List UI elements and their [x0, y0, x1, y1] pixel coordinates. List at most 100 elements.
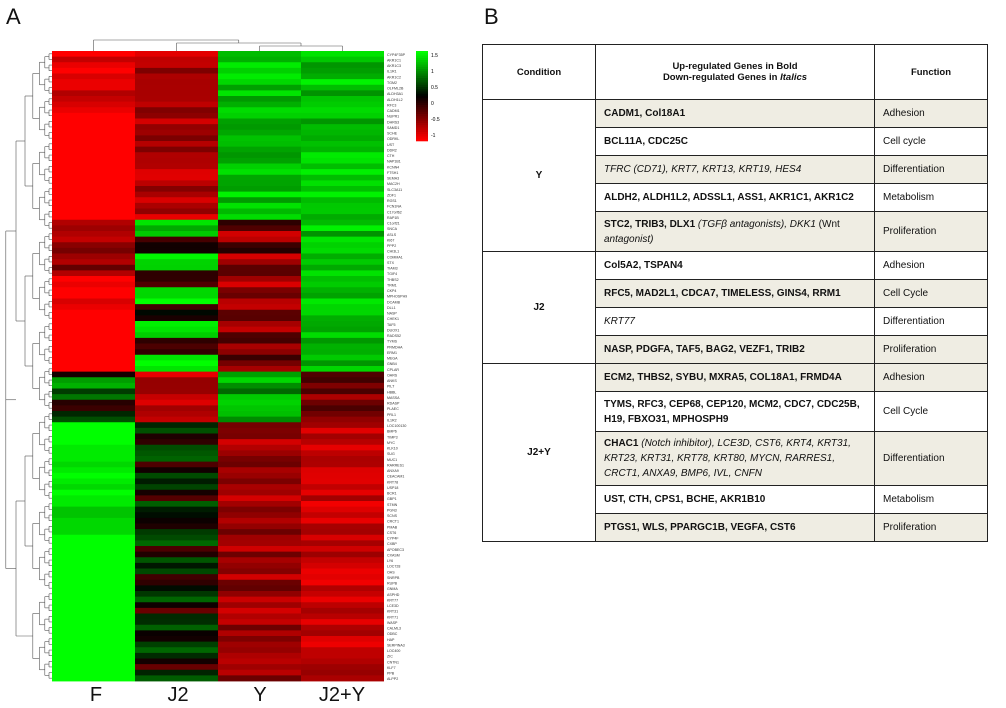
- heatmap-cell: [135, 169, 218, 176]
- row-label: STX: [387, 261, 395, 265]
- heatmap-cell: [135, 197, 218, 204]
- heatmap-cell: [52, 444, 135, 451]
- genes-cell: BCL11A, CDC25C: [595, 127, 875, 156]
- row-label: LY6: [387, 559, 393, 563]
- row-label: OARS: [387, 373, 398, 377]
- heatmap-cell: [135, 337, 218, 344]
- heatmap-cell: [301, 197, 384, 204]
- heatmap-cell: [52, 607, 135, 614]
- heatmap-cell: [218, 596, 301, 603]
- heatmap-cell: [301, 157, 384, 164]
- row-label: KLF7: [387, 666, 396, 670]
- heatmap-cell: [218, 51, 301, 58]
- row-label: OAS: [387, 570, 395, 574]
- table-row: CHAC1 (Notch inhibitor), LCE3D, CST6, KR…: [483, 431, 988, 486]
- heatmap-cell: [218, 607, 301, 614]
- heatmap-cell: [218, 180, 301, 187]
- row-label: CEACAM1: [387, 475, 404, 479]
- heatmap-cell: [218, 630, 301, 637]
- heatmap-cell: [218, 225, 301, 232]
- row-label: ALDH3A1: [387, 92, 403, 96]
- function-cell: Cell Cycle: [874, 279, 988, 308]
- heatmap-cell: [135, 624, 218, 631]
- heatmap-cell: [218, 467, 301, 474]
- heatmap-cell: [301, 377, 384, 384]
- row-label: LOC400: [387, 649, 400, 653]
- gene-text: NASP, PDGFA, TAF5, BAG2, VEZF1, TRIB2: [604, 344, 805, 355]
- heatmap-cell: [301, 624, 384, 631]
- heatmap-cell: [135, 135, 218, 142]
- heatmap-cell: [52, 394, 135, 401]
- heatmap-cell: [135, 163, 218, 170]
- row-label: CALML3: [387, 627, 401, 631]
- gene-text: (Wnt: [818, 218, 840, 230]
- row-label: ODBC: [387, 632, 398, 636]
- heatmap-cell: [218, 264, 301, 271]
- heatmap-cell: [218, 259, 301, 266]
- heatmap-cell: [135, 574, 218, 581]
- heatmap-cell: [218, 647, 301, 654]
- heatmap-cell: [301, 568, 384, 575]
- heatmap-cell: [301, 202, 384, 209]
- row-label: CXASM: [387, 553, 400, 557]
- heatmap-cell: [218, 382, 301, 389]
- heatmap-cell: [135, 84, 218, 91]
- heatmap-cell: [301, 101, 384, 108]
- table-header-row: Condition Up-regulated Genes in Bold Dow…: [482, 44, 988, 100]
- heatmap-cell: [135, 101, 218, 108]
- heatmap-cell: [218, 236, 301, 243]
- heatmap-cell: [218, 472, 301, 479]
- heatmap-cell: [52, 636, 135, 643]
- heatmap-cell: [52, 669, 135, 676]
- heatmap-cell: [218, 624, 301, 631]
- color-key-swatch: [416, 66, 428, 70]
- heatmap-cell: [135, 405, 218, 412]
- row-label: KLK10: [387, 447, 398, 451]
- heatmap-cell: [301, 349, 384, 356]
- heatmap-cell: [218, 664, 301, 671]
- heatmap-cell: [218, 377, 301, 384]
- heatmap-cell: [218, 540, 301, 547]
- heatmap-cell: [135, 309, 218, 316]
- row-label: RGS1: [387, 199, 397, 203]
- heatmap-cell: [301, 186, 384, 193]
- heatmap-cell: [301, 180, 384, 187]
- heatmap-cell: [135, 591, 218, 598]
- heatmap-cell: [301, 236, 384, 243]
- heatmap-cell: [52, 360, 135, 367]
- row-label: CXBP: [387, 542, 397, 546]
- heatmap-cell: [218, 62, 301, 69]
- heatmap-cell: [135, 366, 218, 373]
- heatmap-cell: [218, 129, 301, 136]
- row-label: RARRES1: [387, 463, 404, 467]
- row-label: KRT31: [387, 610, 398, 614]
- column-label-j2: J2: [167, 684, 189, 706]
- heatmap-cell: [301, 253, 384, 260]
- heatmap-cell: [135, 129, 218, 136]
- heatmap-cell: [301, 501, 384, 508]
- heatmap-cell: [301, 647, 384, 654]
- row-label: OLFML2B: [387, 87, 404, 91]
- heatmap-cell: [218, 242, 301, 249]
- row-label: MUC1: [387, 458, 397, 462]
- gene-text: ALDH2, ALDH1L2, ADSSL1, ASS1, AKR1C1, AK…: [604, 192, 854, 203]
- heatmap-cell: [135, 231, 218, 238]
- heatmap-cell: [52, 163, 135, 170]
- heatmap-cell: [218, 281, 301, 288]
- heatmap-cell: [52, 371, 135, 378]
- row-label: PRL1: [387, 413, 396, 417]
- row-label: HBBL: [387, 390, 396, 394]
- heatmap-cell: [135, 596, 218, 603]
- heatmap-cell: [301, 557, 384, 564]
- heatmap-cell: [52, 529, 135, 536]
- heatmap-cell: [301, 62, 384, 69]
- heatmap-cell: [135, 51, 218, 58]
- heatmap-cell: [135, 529, 218, 536]
- genes-cell: ALDH2, ALDH1L2, ADSSL1, ASS1, AKR1C1, AK…: [595, 183, 875, 212]
- row-label: ALPP2: [387, 677, 398, 681]
- heatmap-cell: [135, 304, 218, 311]
- heatmap-cell: [52, 152, 135, 159]
- heatmap-cell: [135, 62, 218, 69]
- heatmap-cell: [301, 394, 384, 401]
- heatmap-cell: [218, 399, 301, 406]
